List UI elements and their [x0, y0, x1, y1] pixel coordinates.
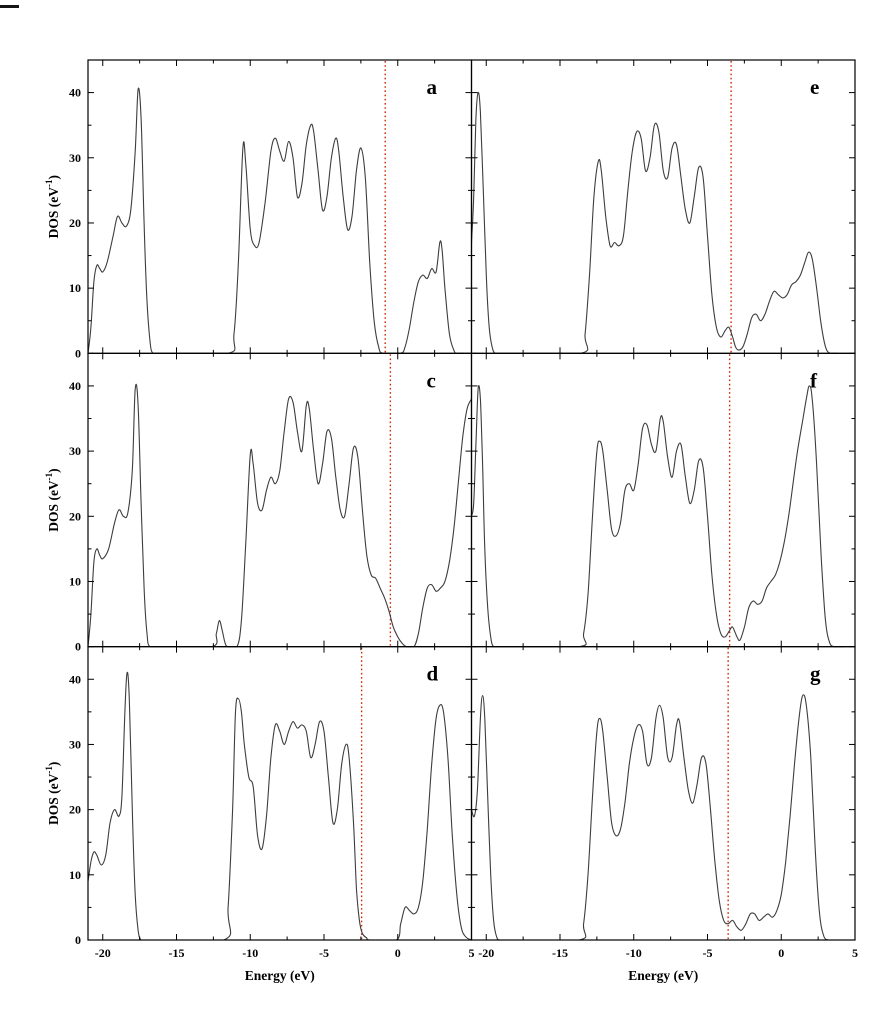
x-tick-label: 5: [469, 946, 475, 960]
x-tick-label: 0: [778, 946, 784, 960]
dos-panel-c: 0 10 20 30 40 c DOS (eV-1): [44, 352, 473, 654]
panel-label: d: [427, 662, 439, 686]
x-tick-label: 5: [852, 946, 858, 960]
y-axis-title: DOS (eV-1): [44, 175, 61, 238]
panel-border: [87, 352, 473, 648]
y-tick-label: 0: [75, 640, 81, 654]
dos-curve: [87, 671, 472, 941]
panel-border: [470, 352, 856, 648]
y-axis-title: DOS (eV-1): [44, 468, 61, 531]
y-tick-label: 20: [69, 216, 81, 230]
x-tick-label: -15: [169, 946, 185, 960]
dos-panel-a: 0 10 20 30 40 a DOS (eV-1): [44, 59, 473, 360]
dos-curve: [470, 694, 838, 941]
x-axis-title: Energy (eV): [245, 968, 315, 983]
x-axis-title: Energy (eV): [628, 968, 698, 983]
panel-label: e: [810, 75, 819, 99]
panel-border: [87, 646, 473, 941]
dos-panel-f: f: [470, 352, 856, 648]
y-tick-label: 40: [69, 379, 81, 393]
panel-border: [470, 646, 856, 941]
x-tick-label: -15: [552, 946, 568, 960]
x-tick-label: -10: [626, 946, 642, 960]
dos-panel-g: -20 -15 -10 -5 0 5 g Energy (eV): [470, 646, 858, 983]
y-tick-label: 10: [69, 868, 81, 882]
y-tick-label: 20: [69, 509, 81, 523]
y-tick-label: 30: [69, 151, 81, 165]
x-tick-label: -5: [703, 946, 713, 960]
y-tick-label: 40: [69, 672, 81, 686]
panel-label: f: [810, 368, 818, 392]
panel-label: g: [810, 662, 821, 686]
y-tick-label: 40: [69, 86, 81, 100]
scan-artifact-line: [0, 5, 19, 8]
panel-border: [87, 59, 473, 354]
y-tick-label: 10: [69, 281, 81, 295]
x-tick-label: -5: [319, 946, 329, 960]
x-tick-label: 0: [395, 946, 401, 960]
panel-border: [470, 59, 856, 354]
x-tick-label: -20: [478, 946, 494, 960]
x-tick-label: -10: [242, 946, 258, 960]
dos-curve: [87, 87, 465, 354]
dos-panel-d: -20 -15 -10 -5 0 5 0 10 20 30 40 d Energy (eV) DOS (e…: [44, 646, 475, 983]
dos-curve: [470, 91, 838, 354]
panel-label: a: [427, 75, 438, 99]
dos-curve: [87, 383, 473, 648]
y-tick-label: 20: [69, 803, 81, 817]
panel-label: c: [427, 368, 436, 392]
x-tick-label: -20: [95, 946, 111, 960]
dos-curve: [470, 385, 844, 648]
y-tick-label: 10: [69, 574, 81, 588]
y-tick-label: 0: [75, 933, 81, 947]
y-tick-label: 0: [75, 346, 81, 360]
y-axis-title: DOS (eV-1): [44, 762, 61, 825]
y-tick-label: 30: [69, 737, 81, 751]
y-tick-label: 30: [69, 444, 81, 458]
dos-panel-e: e: [470, 59, 856, 354]
